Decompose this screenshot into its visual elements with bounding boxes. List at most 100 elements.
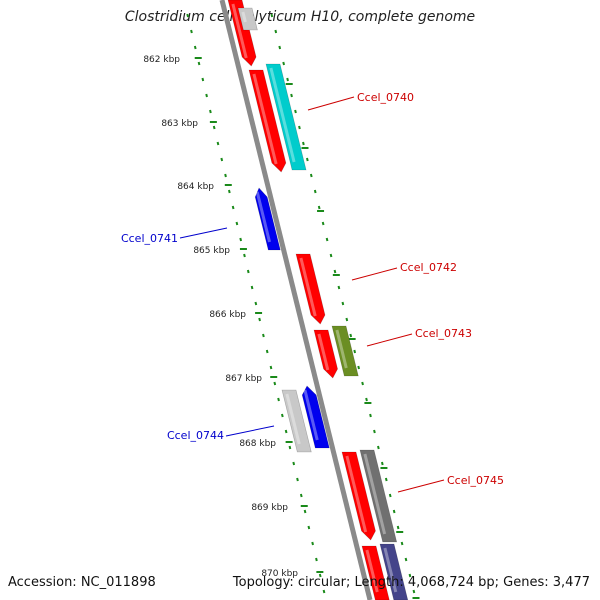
ruler-dot — [254, 301, 258, 306]
ruler-dot — [408, 573, 412, 578]
ruler-dot — [239, 237, 243, 242]
gene-label-ccel-0745[interactable]: Ccel_0745 — [447, 474, 504, 487]
ruler-dot — [396, 525, 400, 530]
ruler-dot — [299, 493, 303, 498]
ruler-dot — [262, 333, 265, 338]
genome-summary-text: Topology: circular; Length: 4,068,724 bp… — [232, 575, 590, 590]
ruler-dot — [369, 413, 372, 418]
ruler-dot — [373, 429, 376, 434]
gene-label-ccel-0742[interactable]: Ccel_0742 — [400, 261, 457, 274]
ruler-dot — [317, 205, 321, 210]
ruler-dot — [243, 253, 246, 258]
ruler-dot — [282, 61, 286, 66]
ruler-dot — [292, 461, 296, 466]
callout-leader — [351, 267, 398, 281]
gene-arrow-ccel-0740[interactable] — [265, 63, 307, 171]
gene-highlight — [269, 67, 296, 163]
ruler-dot — [303, 509, 307, 514]
gene-arrow-ccel-0740-red[interactable] — [248, 69, 287, 173]
ruler-dot — [296, 477, 299, 482]
ruler-dot — [325, 237, 329, 242]
ruler-dot — [307, 525, 311, 530]
page-title: Clostridium cellulolyticum H10, complete… — [124, 9, 476, 25]
gene-callouts: Ccel_0740 Ccel_0741 Ccel_0742 Ccel_0743 … — [121, 91, 504, 493]
tick-label: 869 kbp — [251, 503, 288, 513]
ruler-dot — [201, 77, 205, 82]
tick-label: 862 kbp — [143, 55, 180, 65]
ruler-dot — [273, 381, 277, 386]
ruler-dot — [274, 29, 278, 34]
ruler-dot — [361, 381, 364, 386]
ruler-dot — [345, 317, 349, 322]
gene-arrow-dark-gray[interactable] — [359, 449, 398, 543]
gene-highlight — [231, 3, 248, 59]
ruler-dot — [315, 557, 318, 562]
ruler-dot — [392, 509, 396, 514]
gene-highlight — [335, 329, 348, 369]
gene-label-ccel-0744[interactable]: Ccel_0744 — [167, 429, 224, 442]
gene-highlight — [303, 389, 319, 441]
ruler-dot — [337, 285, 341, 290]
ruler-dot — [197, 61, 201, 66]
ruler-dot — [284, 429, 288, 434]
gene-arrow-red[interactable] — [313, 329, 338, 379]
ruler-dot — [388, 493, 392, 498]
ruler-dot — [294, 109, 297, 114]
tick-label: 868 kbp — [239, 439, 276, 449]
gene-highlight — [383, 547, 398, 593]
gene-arrow-gray[interactable] — [281, 389, 312, 453]
ruler-dot — [309, 173, 313, 178]
ruler-dot — [318, 573, 322, 578]
gene-highlight — [252, 73, 278, 165]
ruler-dot — [216, 141, 220, 146]
ruler-dot — [384, 477, 388, 482]
ruler-dot — [286, 77, 289, 82]
gene-arrow-gray[interactable] — [237, 7, 258, 31]
ruler-dot — [357, 365, 360, 370]
gene-label-ccel-0743[interactable]: Ccel_0743 — [415, 327, 472, 340]
gene-label-ccel-0740[interactable]: Ccel_0740 — [357, 91, 414, 104]
gene-arrow-ccel-0744[interactable] — [301, 385, 330, 449]
gene-arrow-red[interactable] — [361, 545, 390, 600]
gene-arrow-ccel-0745[interactable] — [341, 451, 376, 541]
ruler-dot — [281, 413, 284, 418]
ruler-dot — [322, 589, 326, 594]
ruler-dot — [190, 29, 193, 34]
callout-leader — [366, 333, 413, 347]
gene-arrow-ccel-0742[interactable] — [295, 253, 326, 325]
ruler-dot — [313, 189, 317, 194]
tick-label: 866 kbp — [209, 310, 246, 320]
gene-highlight — [241, 11, 247, 23]
gene-highlight — [255, 191, 271, 243]
gene-highlight — [299, 257, 317, 317]
ruler-dot — [349, 333, 353, 338]
callout-leader — [397, 479, 445, 493]
tick-label: 863 kbp — [161, 119, 198, 129]
ruler-dot — [193, 45, 197, 50]
ruler-dot — [250, 285, 254, 290]
ruler-dot — [246, 269, 250, 274]
ruler-dot — [412, 589, 416, 594]
ruler-dot — [353, 349, 357, 354]
tick-label: 865 kbp — [193, 246, 230, 256]
gene-label-ccel-0741[interactable]: Ccel_0741 — [121, 232, 178, 245]
gene-arrow-navy[interactable] — [379, 543, 409, 600]
ruler-dot — [212, 125, 216, 130]
ruler-dot — [220, 157, 224, 162]
gene-arrow-red[interactable] — [227, 0, 257, 67]
gene-arrow-ccel-0741[interactable] — [254, 187, 281, 251]
accession-text: Accession: NC_011898 — [8, 575, 156, 590]
ruler-dot — [288, 445, 292, 450]
ruler-dot — [235, 221, 239, 226]
ruler-dot — [277, 397, 280, 402]
tick-label: 870 kbp — [261, 569, 298, 579]
gene-arrow-ccel-0743[interactable] — [331, 325, 359, 377]
ruler-dot — [380, 461, 384, 466]
ruler-dot — [278, 45, 282, 50]
ruler-dot — [258, 317, 261, 322]
axis-labels: 862 kbp 863 kbp 864 kbp 865 kbp 866 kbp … — [143, 55, 298, 579]
gene-features — [227, 0, 409, 600]
ruler-dot — [333, 269, 337, 274]
